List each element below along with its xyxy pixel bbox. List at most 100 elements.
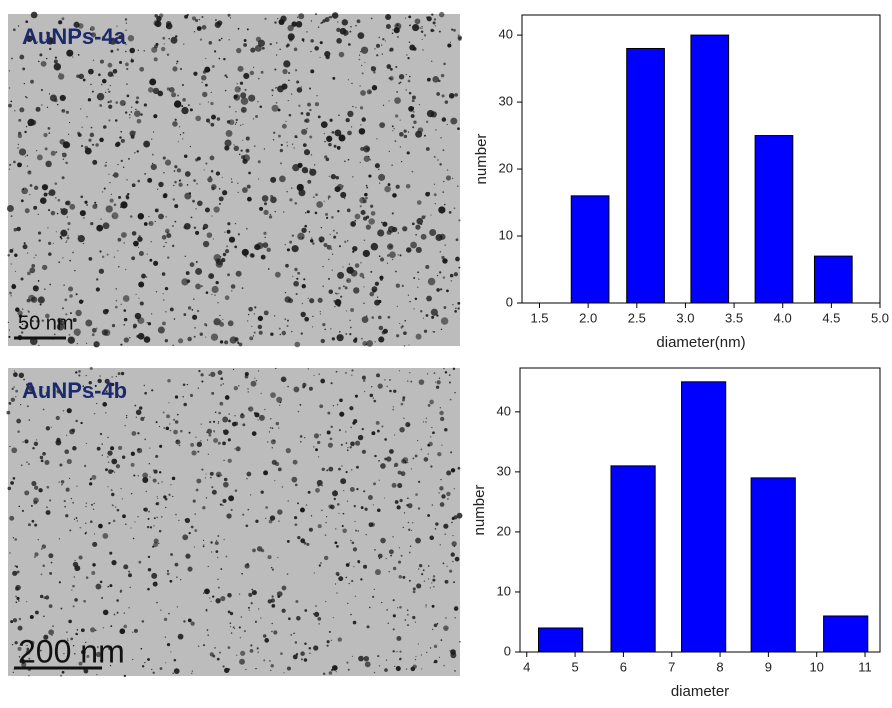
particle <box>393 127 395 130</box>
particle <box>420 30 424 34</box>
particle <box>40 60 47 67</box>
particle <box>197 200 203 207</box>
particle <box>55 151 58 154</box>
particle <box>257 370 260 372</box>
particle <box>369 606 371 609</box>
particle <box>134 404 137 407</box>
particle <box>168 402 170 404</box>
particle <box>397 232 399 234</box>
particle <box>173 318 176 320</box>
particle <box>320 226 323 229</box>
particle <box>407 57 410 60</box>
x-tick-label: 4.0 <box>774 310 792 325</box>
particle <box>214 322 216 325</box>
particle <box>198 18 201 21</box>
particle <box>302 382 307 388</box>
particle <box>287 24 294 32</box>
particle <box>222 252 227 257</box>
particle <box>58 73 65 80</box>
particle <box>143 222 148 226</box>
particle <box>277 595 281 599</box>
particle <box>182 395 185 398</box>
particle <box>339 398 343 403</box>
particle <box>247 606 250 609</box>
particle <box>99 659 102 662</box>
particle <box>151 153 154 156</box>
particle <box>92 541 98 547</box>
particle <box>117 237 122 242</box>
particle <box>342 266 344 268</box>
particle <box>143 336 151 343</box>
particle <box>242 123 244 126</box>
particle <box>398 82 401 85</box>
particle <box>90 83 92 86</box>
particle <box>361 117 366 122</box>
particle <box>328 142 332 147</box>
particle <box>348 263 351 265</box>
particle <box>195 260 198 263</box>
particle <box>34 523 38 527</box>
particle <box>176 606 179 608</box>
particle <box>26 383 29 386</box>
x-tick-label: 11 <box>858 659 872 674</box>
particle <box>346 208 351 213</box>
particle <box>374 48 376 50</box>
particle <box>176 60 179 63</box>
particle <box>114 506 117 508</box>
particle <box>409 371 411 374</box>
particle <box>439 250 442 253</box>
particle <box>366 186 369 189</box>
particle <box>72 317 77 322</box>
particle <box>285 263 289 268</box>
particle <box>211 215 213 217</box>
particle <box>331 12 339 19</box>
particle <box>319 310 322 313</box>
particle <box>329 118 333 122</box>
particle <box>207 101 209 103</box>
particle <box>264 17 267 20</box>
particle <box>219 503 222 506</box>
particle <box>33 257 35 259</box>
particle <box>65 514 69 518</box>
particle <box>130 58 133 60</box>
particle <box>129 47 135 54</box>
particle <box>114 305 118 309</box>
particle <box>39 594 44 599</box>
particle <box>374 299 381 306</box>
particle <box>191 670 193 672</box>
particle <box>111 458 118 465</box>
particle <box>16 570 20 574</box>
particle <box>363 239 366 242</box>
particle <box>374 548 376 551</box>
particle <box>311 326 314 328</box>
particle <box>278 134 281 138</box>
particle <box>386 262 389 264</box>
particle <box>86 654 90 658</box>
particle <box>175 439 179 442</box>
particle <box>104 164 107 167</box>
particle <box>119 136 122 139</box>
particle <box>282 68 288 75</box>
particle <box>193 226 197 229</box>
particle <box>177 94 180 97</box>
particle <box>229 17 231 19</box>
particle <box>427 453 429 455</box>
particle <box>315 448 318 451</box>
particle <box>119 628 126 635</box>
particle <box>41 104 43 106</box>
particle <box>107 586 109 588</box>
particle <box>328 289 334 295</box>
particle <box>167 256 170 259</box>
particle <box>313 572 315 574</box>
particle <box>199 332 203 336</box>
particle <box>285 44 289 48</box>
particle <box>422 421 425 423</box>
particle <box>342 185 344 187</box>
particle <box>347 110 354 118</box>
particle <box>144 438 147 441</box>
particle <box>388 100 390 102</box>
particle <box>129 117 131 119</box>
particle <box>449 569 453 573</box>
particle <box>144 391 148 395</box>
